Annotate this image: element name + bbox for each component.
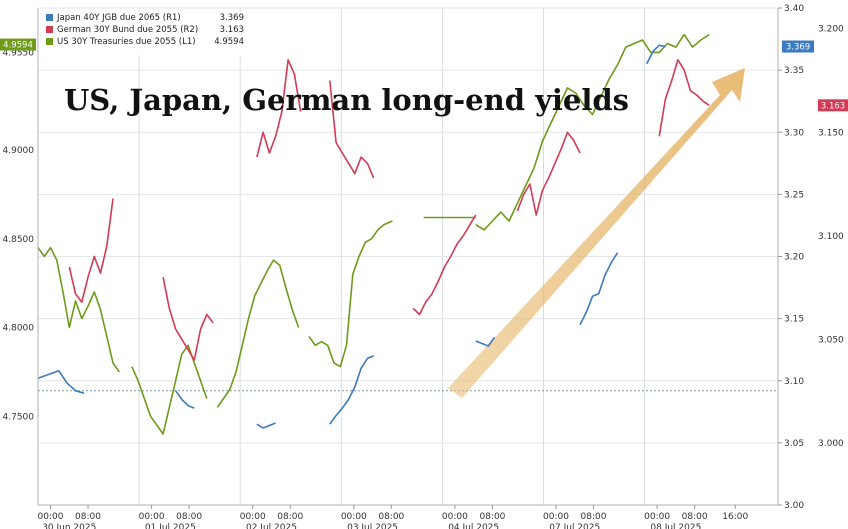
left-tick-label: 4.7500 <box>3 412 35 422</box>
series-line <box>256 422 276 429</box>
legend: Japan 40Y JGB due 2065 (R1) 3.369 German 3… <box>42 12 248 56</box>
x-date-label: 02 Jul 2025 <box>246 523 297 529</box>
value-badge-label: 3.369 <box>786 43 810 53</box>
right2-tick-label: 3.050 <box>818 335 844 345</box>
value-badge-label: 3.163 <box>821 101 845 111</box>
right1-tick-label: 3.30 <box>784 128 804 138</box>
x-tick-label: 00:00 <box>442 512 468 522</box>
series-line <box>329 80 375 179</box>
right2-tick-label: 3.000 <box>818 439 844 449</box>
axis-badges: 4.9594 3.369 3.163 <box>0 38 848 112</box>
series-line <box>579 252 619 326</box>
x-tick-label: 08:00 <box>378 512 404 522</box>
right2-tick-label: 3.200 <box>818 25 844 35</box>
series-line <box>658 59 710 137</box>
series-layer <box>37 33 710 435</box>
legend-swatch <box>46 26 53 33</box>
x-date-label: 03 Jul 2025 <box>347 523 398 529</box>
left-tick-label: 4.8500 <box>3 235 35 245</box>
series-line <box>256 59 302 158</box>
series-line <box>162 277 214 361</box>
legend-swatch <box>46 38 53 45</box>
left-tick-label: 4.9000 <box>3 146 35 156</box>
right-axis-2-ticks: 3.200 3.150 3.100 3.050 3.000 <box>818 25 844 449</box>
x-tick-label: 08:00 <box>682 512 708 522</box>
series-line <box>475 33 710 231</box>
legend-entry-name: German 30Y Bund due 2055 (R2) <box>57 25 198 35</box>
value-badge <box>0 38 36 51</box>
x-tick-label: 08:00 <box>581 512 607 522</box>
right1-tick-label: 3.00 <box>784 501 804 511</box>
legend-entry-name: Japan 40Y JGB due 2065 (R1) <box>56 13 181 23</box>
x-tick-label: 00:00 <box>543 512 569 522</box>
x-date-label: 08 Jul 2025 <box>650 523 701 529</box>
legend-entry-value: 3.163 <box>220 25 244 35</box>
x-tick-label: 00:00 <box>38 512 64 522</box>
value-badge-label: 4.9594 <box>3 41 33 51</box>
legend-entry-value: 4.9594 <box>214 37 244 47</box>
series-line <box>475 336 496 347</box>
value-badge <box>782 40 814 53</box>
series-line <box>412 214 477 316</box>
x-tick-label: 08:00 <box>176 512 202 522</box>
series-line <box>37 246 120 373</box>
right1-tick-label: 3.20 <box>784 253 804 263</box>
x-tick-label: 16:00 <box>722 512 748 522</box>
x-date-label: 01 Jul 2025 <box>145 523 196 529</box>
x-axis-ticks: 00:00 08:00 00:00 08:00 00:00 08:00 00:00 08:00… <box>38 505 749 529</box>
left-axis-ticks: 4.9550 4.9000 4.8500 4.8000 4.7500 <box>3 48 35 422</box>
value-badge <box>818 99 848 112</box>
x-tick-label: 00:00 <box>139 512 165 522</box>
chart-title: US, Japan, German long-end yields <box>64 83 629 117</box>
x-tick-label: 08:00 <box>75 512 101 522</box>
series-line <box>68 198 114 303</box>
right2-tick-label: 3.150 <box>818 128 844 138</box>
x-tick-label: 00:00 <box>341 512 367 522</box>
right1-tick-label: 3.40 <box>784 4 804 14</box>
right1-tick-label: 3.35 <box>784 66 804 76</box>
right1-tick-label: 3.15 <box>784 315 804 325</box>
x-tick-label: 08:00 <box>479 512 505 522</box>
x-date-label: 04 Jul 2025 <box>448 523 499 529</box>
x-tick-label: 08:00 <box>277 512 303 522</box>
x-tick-label: 00:00 <box>240 512 266 522</box>
legend-box <box>42 12 248 56</box>
right1-tick-label: 3.05 <box>784 439 804 449</box>
x-date-label: 30 Jun 2025 <box>42 523 96 529</box>
series-line <box>131 344 208 435</box>
right1-tick-label: 3.25 <box>784 190 804 200</box>
left-tick-label: 4.8000 <box>3 324 35 334</box>
series-line <box>37 370 85 394</box>
legend-swatch <box>46 14 53 21</box>
trend-arrow <box>448 68 745 398</box>
series-line <box>216 259 300 408</box>
series-line <box>174 390 195 409</box>
left-tick-label: 4.9550 <box>3 48 35 58</box>
right-axis-1-ticks: 3.40 3.35 3.30 3.25 3.20 3.15 3.10 3.05 3.00 <box>778 4 804 511</box>
series-line <box>645 44 666 65</box>
legend-entry-value: 3.369 <box>220 13 244 23</box>
series-line <box>329 355 374 425</box>
x-tick-label: 00:00 <box>644 512 670 522</box>
series-line <box>516 131 581 216</box>
legend-entry-name: US 30Y Treasuries due 2055 (L1) <box>57 37 196 47</box>
series-line <box>308 220 393 368</box>
x-date-label: 07 Jul 2025 <box>549 523 600 529</box>
right1-tick-label: 3.10 <box>784 377 804 387</box>
right2-tick-label: 3.100 <box>818 232 844 242</box>
